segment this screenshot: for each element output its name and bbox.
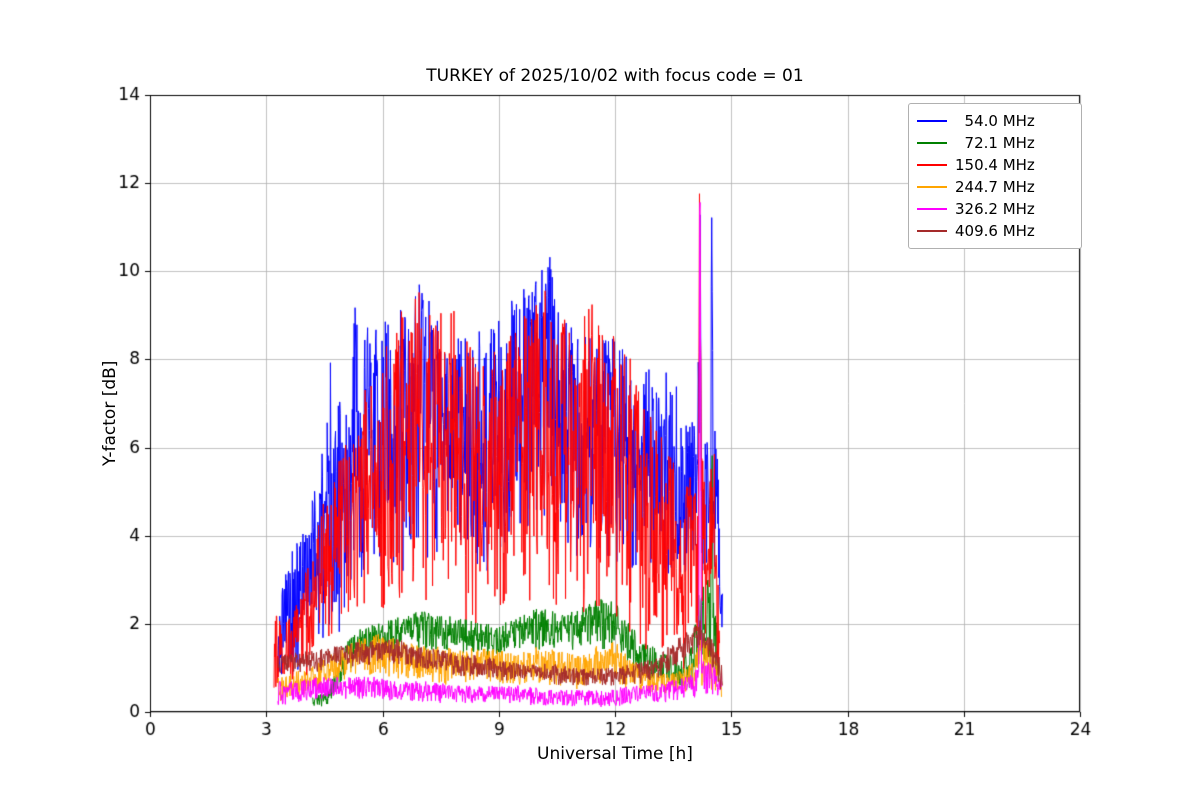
legend-item: 326.2 MHz: [917, 198, 1073, 220]
legend-item: 244.7 MHz: [917, 176, 1073, 198]
legend-item: 409.6 MHz: [917, 220, 1073, 242]
legend-swatch-72mhz: [917, 142, 947, 144]
x-axis-label: Universal Time [h]: [537, 744, 693, 764]
legend-swatch-54mhz: [917, 120, 947, 122]
legend-item: 72.1 MHz: [917, 132, 1073, 154]
legend: 54.0 MHz 72.1 MHz 150.4 MHz 244.7 MHz 32…: [908, 103, 1082, 249]
legend-label: 72.1 MHz: [955, 134, 1035, 152]
chart-title: TURKEY of 2025/10/02 with focus code = 0…: [426, 66, 804, 86]
y-axis-label: Y-factor [dB]: [100, 360, 120, 466]
legend-label: 409.6 MHz: [955, 222, 1035, 240]
legend-label: 54.0 MHz: [955, 112, 1035, 130]
legend-label: 244.7 MHz: [955, 178, 1035, 196]
legend-item: 150.4 MHz: [917, 154, 1073, 176]
legend-swatch-326mhz: [917, 208, 947, 210]
legend-label: 326.2 MHz: [955, 200, 1035, 218]
legend-item: 54.0 MHz: [917, 110, 1073, 132]
legend-label: 150.4 MHz: [955, 156, 1035, 174]
legend-swatch-409mhz: [917, 230, 947, 232]
legend-swatch-150mhz: [917, 164, 947, 166]
legend-swatch-244mhz: [917, 186, 947, 188]
